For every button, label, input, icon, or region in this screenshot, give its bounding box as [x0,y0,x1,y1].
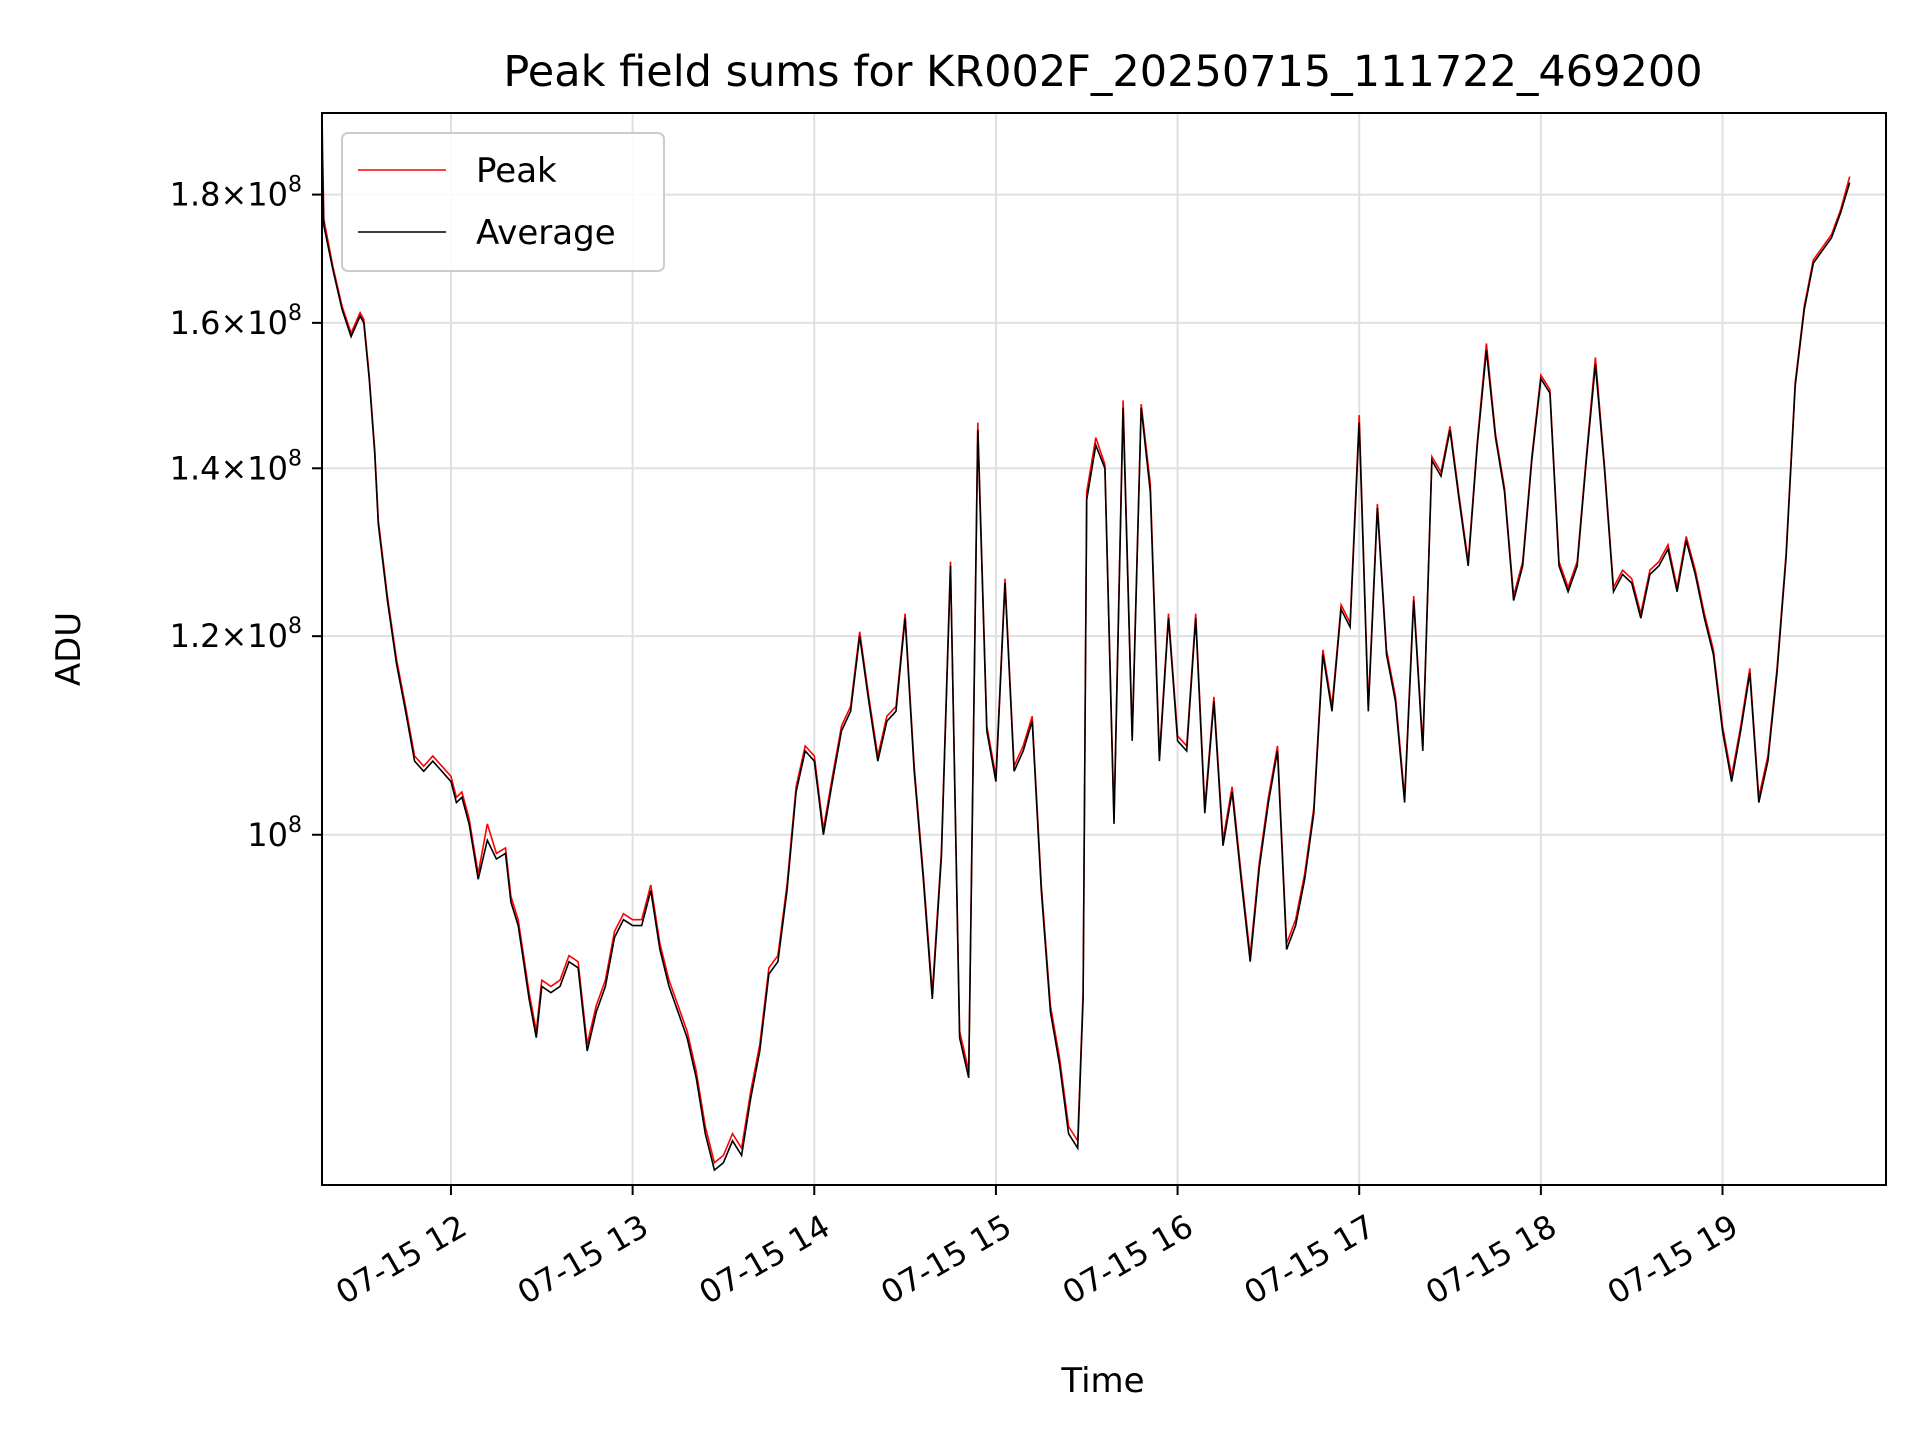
plot-frame [321,112,1887,1186]
y-tick-label: 1.2×108 [170,614,302,655]
grid [322,113,1886,1185]
y-tick-label: 1.6×108 [170,301,302,342]
series-layer [322,113,1851,1172]
y-tick-label: 1.4×108 [170,446,302,487]
y-axis: 108 1.2×108 1.4×108 1.6×108 1.8×108 [170,173,322,854]
x-axis-label: Time [1060,1361,1144,1401]
chart-title: Peak field sums for KR002F_20250715_1117… [503,47,1702,97]
y-tick-label: 108 [247,813,302,854]
y-tick-label: 1.8×108 [170,173,302,214]
series-line-average [322,147,1851,1172]
legend-label-peak: Peak [476,151,557,191]
legend-box [341,132,665,272]
y-axis-label: ADU [49,612,89,686]
legend: Peak Average [341,132,665,272]
legend-label-average: Average [476,213,616,253]
